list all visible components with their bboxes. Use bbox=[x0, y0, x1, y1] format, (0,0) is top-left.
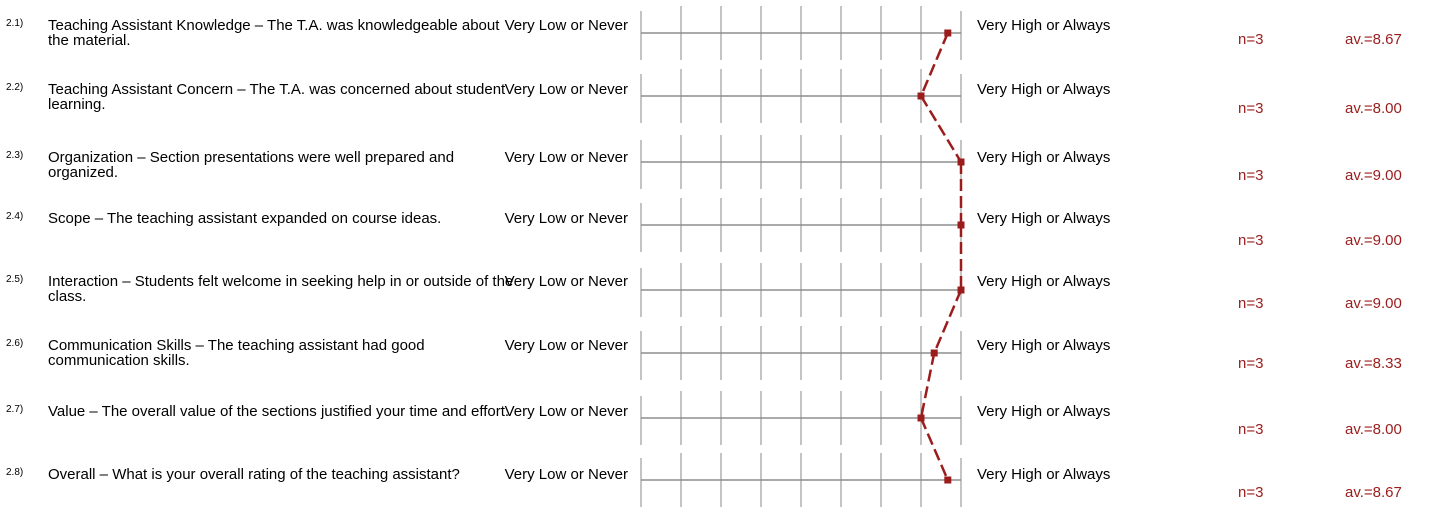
average-value: av.=8.67 bbox=[1345, 31, 1402, 48]
question-number: 2.3) bbox=[6, 150, 24, 161]
average-value: av.=8.00 bbox=[1345, 100, 1402, 117]
response-count: n=3 bbox=[1238, 484, 1264, 501]
question-number: 2.5) bbox=[6, 274, 24, 285]
low-scale-label: Very Low or Never bbox=[504, 337, 628, 354]
average-marker bbox=[957, 286, 965, 294]
response-count: n=3 bbox=[1238, 100, 1264, 117]
average-value: av.=8.67 bbox=[1345, 484, 1402, 501]
question-row-2-6: 2.6) Communication Skills – The teaching… bbox=[0, 338, 1440, 402]
high-scale-label: Very High or Always bbox=[977, 403, 1111, 420]
average-value: av.=9.00 bbox=[1345, 232, 1402, 249]
question-row-2-1: 2.1) Teaching Assistant Knowledge – The … bbox=[0, 18, 1440, 82]
average-value: av.=8.00 bbox=[1345, 421, 1402, 438]
low-scale-label: Very Low or Never bbox=[504, 81, 628, 98]
question-text: Teaching Assistant Knowledge – The T.A. … bbox=[48, 17, 500, 49]
average-value: av.=9.00 bbox=[1345, 167, 1402, 184]
average-value: av.=8.33 bbox=[1345, 355, 1402, 372]
average-marker bbox=[957, 221, 965, 229]
low-scale-label: Very Low or Never bbox=[504, 210, 628, 227]
question-number: 2.8) bbox=[6, 467, 24, 478]
question-row-2-4: 2.4) Scope – The teaching assistant expa… bbox=[0, 211, 1440, 275]
question-number: 2.7) bbox=[6, 404, 24, 415]
response-count: n=3 bbox=[1238, 421, 1264, 438]
low-scale-label: Very Low or Never bbox=[504, 17, 628, 34]
question-text: Interaction – Students felt welcome in s… bbox=[48, 273, 514, 305]
response-count: n=3 bbox=[1238, 232, 1264, 249]
average-marker bbox=[917, 92, 925, 100]
response-count: n=3 bbox=[1238, 355, 1264, 372]
high-scale-label: Very High or Always bbox=[977, 466, 1111, 483]
question-row-2-7: 2.7) Value – The overall value of the se… bbox=[0, 404, 1440, 468]
average-value: av.=9.00 bbox=[1345, 295, 1402, 312]
response-count: n=3 bbox=[1238, 295, 1264, 312]
response-count: n=3 bbox=[1238, 31, 1264, 48]
average-marker bbox=[957, 158, 965, 166]
question-number: 2.4) bbox=[6, 211, 24, 222]
low-scale-label: Very Low or Never bbox=[504, 466, 628, 483]
low-scale-label: Very Low or Never bbox=[504, 403, 628, 420]
question-text: Communication Skills – The teaching assi… bbox=[48, 337, 425, 369]
average-marker bbox=[944, 476, 952, 484]
average-marker bbox=[930, 349, 938, 357]
question-number: 2.6) bbox=[6, 338, 24, 349]
low-scale-label: Very Low or Never bbox=[504, 149, 628, 166]
question-text: Value – The overall value of the section… bbox=[48, 403, 510, 420]
high-scale-label: Very High or Always bbox=[977, 273, 1111, 290]
high-scale-label: Very High or Always bbox=[977, 337, 1111, 354]
question-row-2-2: 2.2) Teaching Assistant Concern – The T.… bbox=[0, 82, 1440, 146]
question-row-2-8: 2.8) Overall – What is your overall rati… bbox=[0, 467, 1440, 531]
question-text: Overall – What is your overall rating of… bbox=[48, 466, 460, 483]
profile-segment bbox=[919, 32, 949, 97]
high-scale-label: Very High or Always bbox=[977, 210, 1111, 227]
profile-segment bbox=[919, 95, 963, 163]
question-row-2-3: 2.3) Organization – Section presentation… bbox=[0, 150, 1440, 214]
profile-segment bbox=[919, 417, 949, 481]
question-text: Teaching Assistant Concern – The T.A. wa… bbox=[48, 81, 506, 113]
high-scale-label: Very High or Always bbox=[977, 17, 1111, 34]
question-row-2-5: 2.5) Interaction – Students felt welcome… bbox=[0, 274, 1440, 338]
profile-segment bbox=[933, 289, 963, 354]
average-marker bbox=[944, 29, 952, 37]
profile-segment bbox=[919, 352, 936, 419]
high-scale-label: Very High or Always bbox=[977, 81, 1111, 98]
high-scale-label: Very High or Always bbox=[977, 149, 1111, 166]
question-number: 2.2) bbox=[6, 82, 24, 93]
question-text: Organization – Section presentations wer… bbox=[48, 149, 455, 181]
profile-line-chart bbox=[640, 6, 965, 507]
question-text: Scope – The teaching assistant expanded … bbox=[48, 210, 442, 227]
low-scale-label: Very Low or Never bbox=[504, 273, 628, 290]
average-marker bbox=[917, 414, 925, 422]
response-count: n=3 bbox=[1238, 167, 1264, 184]
question-number: 2.1) bbox=[6, 18, 24, 29]
